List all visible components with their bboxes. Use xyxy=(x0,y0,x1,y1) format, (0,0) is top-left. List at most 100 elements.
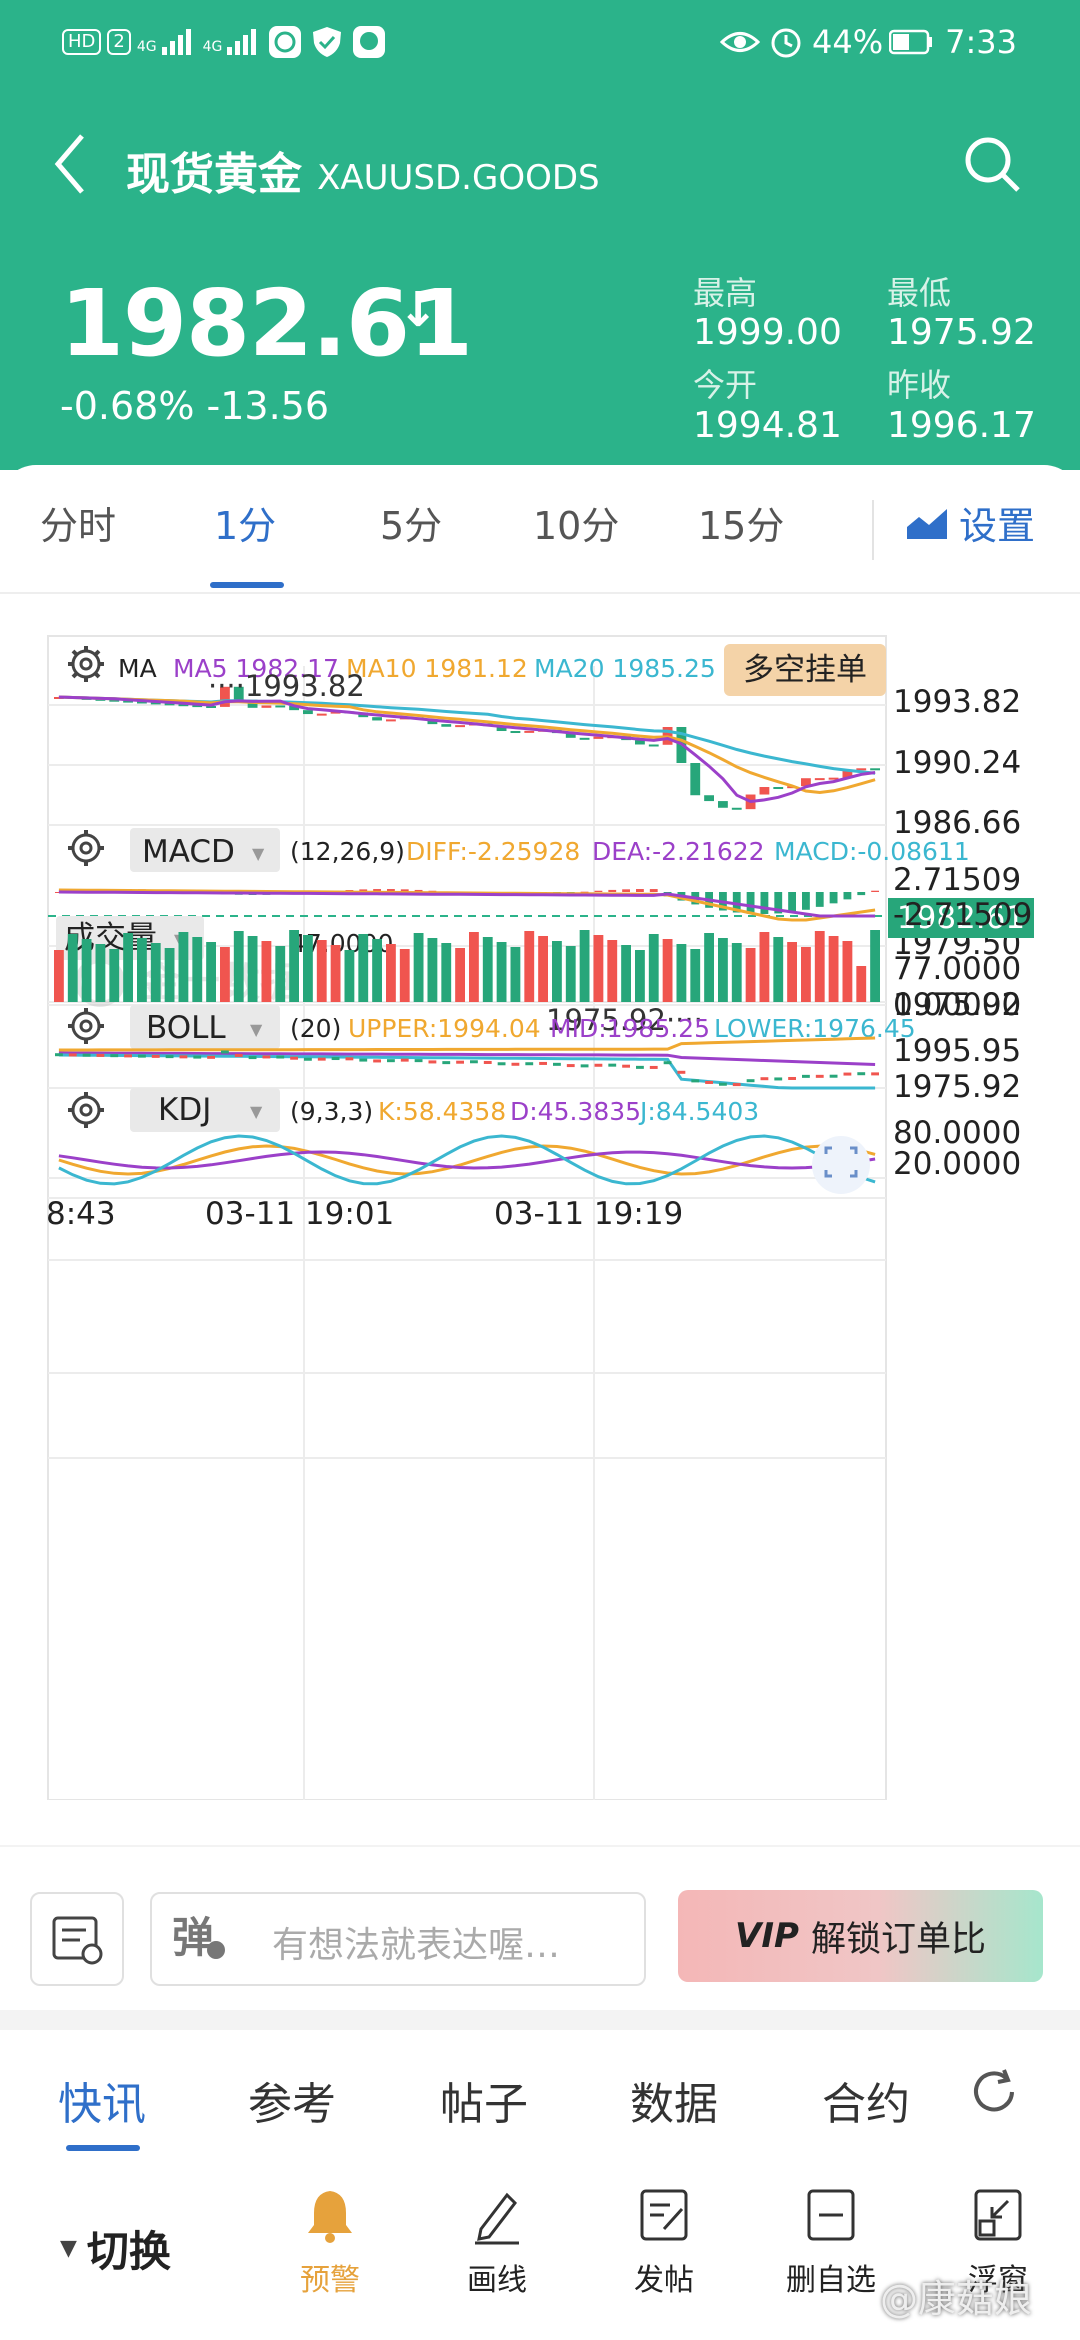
unlock-order-ratio-button[interactable]: VIP 解锁订单比 xyxy=(678,1890,1043,1982)
alert-tool[interactable]: 预警 xyxy=(270,2185,390,2299)
macd-bar xyxy=(760,892,769,914)
boll-upper: UPPER:1994.04 xyxy=(348,1014,541,1043)
tab-10min[interactable]: 10分 xyxy=(533,504,620,548)
boll-tick xyxy=(290,1056,298,1060)
minus-box-icon xyxy=(807,2189,855,2241)
app-notification-icon xyxy=(269,26,302,58)
kdj-axis-bottom: 20.0000 xyxy=(893,1146,1021,1182)
alarm-icon xyxy=(771,28,801,58)
last-price: 1982.61 xyxy=(60,270,473,377)
instrument-name: 现货黄金 xyxy=(126,149,302,200)
boll-tick xyxy=(802,1074,810,1078)
kdj-gear-icon[interactable] xyxy=(68,1092,104,1128)
candle xyxy=(524,730,535,733)
tab-15min[interactable]: 15分 xyxy=(698,504,785,548)
boll-tick xyxy=(774,1077,783,1081)
macd-gear-icon[interactable] xyxy=(68,830,104,866)
candle xyxy=(164,703,175,706)
kdj-selector[interactable]: KDJ ▼ xyxy=(130,1088,280,1132)
macd-bar xyxy=(871,890,879,892)
high-value: 1999.00 xyxy=(693,312,842,353)
volume-bar xyxy=(538,936,548,1002)
volume-bar xyxy=(621,945,631,1002)
down-arrow-icon: ↓ xyxy=(398,282,439,338)
refresh-icon[interactable] xyxy=(968,2066,1020,2118)
volume-bar xyxy=(399,949,410,1002)
boll-tick xyxy=(165,1055,174,1059)
price-axis-label: 1990.24 xyxy=(893,745,1021,781)
volume-bar xyxy=(275,946,286,1002)
open-value: 1994.81 xyxy=(693,405,842,446)
gear-icon[interactable] xyxy=(68,646,104,682)
boll-tick xyxy=(525,1062,534,1066)
bullet-comment-icon[interactable]: 弹 xyxy=(168,1906,230,1968)
candle xyxy=(261,705,272,708)
chart-settings-button[interactable]: 设置 xyxy=(905,495,1035,550)
tab-reference[interactable]: 参考 xyxy=(248,2079,336,2130)
tab-data[interactable]: 数据 xyxy=(630,2079,718,2130)
candle xyxy=(814,778,825,781)
boll-tick xyxy=(110,1054,119,1058)
volume-axis-top: 77.0000 xyxy=(893,951,1021,987)
tab-contract[interactable]: 合约 xyxy=(822,2079,910,2130)
fullscreen-button[interactable] xyxy=(812,1136,870,1194)
volume-bar xyxy=(759,932,770,1002)
boll-selector[interactable]: BOLL ▼ xyxy=(130,1005,280,1049)
long-short-orders-button[interactable]: 多空挂单 xyxy=(724,644,886,696)
tab-flash-news[interactable]: 快讯 xyxy=(58,2079,146,2130)
low-value: 1975.92 xyxy=(887,312,1036,353)
draw-line-tool[interactable]: 画线 xyxy=(437,2185,557,2299)
boll-tick xyxy=(470,1060,478,1064)
kline-chart[interactable]: MA MA5 1982.17 MA10 1981.12 MA20 1985.25… xyxy=(0,630,1080,1800)
tab-5min[interactable]: 5分 xyxy=(380,504,443,548)
boll-tick xyxy=(871,1072,879,1076)
candle xyxy=(870,768,880,771)
candle xyxy=(275,705,286,708)
volume-bar xyxy=(496,942,507,1002)
tab-1min[interactable]: 1分 xyxy=(214,504,277,548)
macd-bar xyxy=(815,892,824,907)
boll-gear-icon[interactable] xyxy=(68,1008,104,1044)
macd-selector[interactable]: MACD ▼ xyxy=(130,828,280,872)
boll-tick xyxy=(594,1063,603,1067)
boll-tick xyxy=(68,1053,77,1057)
instrument-code: XAUUSD.GOODS xyxy=(317,158,600,198)
volume-bar xyxy=(358,934,369,1002)
float-window-icon xyxy=(974,2189,1022,2241)
boll-tick xyxy=(553,1062,561,1066)
tab-posts[interactable]: 帖子 xyxy=(440,2079,528,2130)
volume-bar xyxy=(164,948,175,1002)
macd-dea: DEA:-2.21622 xyxy=(592,837,765,866)
volume-axis-bottom: 0.00000 xyxy=(893,987,1021,1023)
ma5-value: MA5 1982.17 xyxy=(173,654,339,683)
post-tool[interactable]: 发帖 xyxy=(604,2185,724,2299)
candle xyxy=(773,787,784,790)
comment-input[interactable] xyxy=(150,1892,646,1986)
back-arrow-icon[interactable] xyxy=(50,132,90,196)
ma5-line xyxy=(58,695,876,804)
macd-bar xyxy=(732,892,741,913)
candle xyxy=(759,787,770,795)
ma-label: MA xyxy=(118,654,157,683)
boll-tick xyxy=(719,1082,727,1086)
sim-badge: 2 xyxy=(107,29,131,55)
boll-upper-line xyxy=(58,1036,876,1052)
macd-bar xyxy=(802,892,810,910)
volume-bar xyxy=(150,943,161,1002)
volume-bar xyxy=(469,932,479,1002)
kdj-j: J:84.5403 xyxy=(638,1097,759,1126)
boll-tick xyxy=(456,1060,464,1064)
float-window-tool[interactable]: 浮窗 xyxy=(938,2185,1058,2299)
boll-tick xyxy=(815,1074,824,1078)
high-label: 最高 xyxy=(693,274,758,312)
volume-bar xyxy=(773,937,784,1002)
candle xyxy=(565,733,576,738)
chat-app-icon xyxy=(353,26,386,58)
remove-watchlist-tool[interactable]: 删自选 xyxy=(771,2185,891,2299)
switch-button[interactable]: ▼ 切换 xyxy=(60,2218,171,2279)
comment-placeholder: 有想法就表达喔… xyxy=(272,1925,561,1966)
boll-tick xyxy=(788,1076,796,1080)
news-card-button[interactable] xyxy=(30,1892,124,1986)
search-icon[interactable] xyxy=(962,134,1022,194)
tab-timeshare[interactable]: 分时 xyxy=(40,504,117,548)
